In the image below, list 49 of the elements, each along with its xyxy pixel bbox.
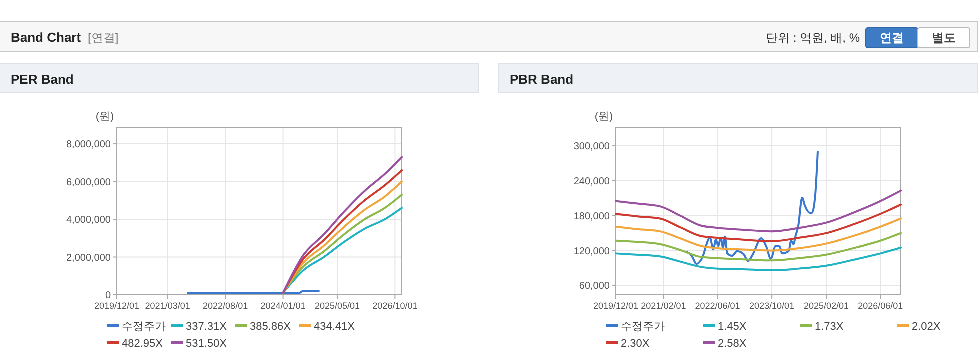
y-tick-label: 6,000,000	[66, 177, 112, 188]
y-tick-label: 300,000	[574, 142, 610, 153]
line-series	[615, 218, 902, 252]
y-axis-title: (원)	[96, 111, 114, 123]
y-tick-label: 120,000	[574, 246, 610, 258]
x-tick-label: 2023/10/01	[750, 301, 795, 311]
y-tick-label: 8,000,000	[66, 140, 112, 151]
text: Band Chart	[11, 30, 82, 45]
x-tick-label: 2019/12/01	[593, 301, 639, 311]
legend-label: 337.31X	[186, 321, 228, 333]
x-tick-label: 2022/06/01	[695, 301, 740, 311]
legend-label: 1.45X	[718, 321, 748, 333]
text: [연결]	[88, 31, 119, 45]
text: 별도	[932, 31, 956, 45]
line-series	[686, 150, 819, 266]
y-tick-label: 0	[105, 290, 112, 302]
x-tick-label: 2022/08/01	[203, 301, 248, 311]
legend-label: 수정주가	[122, 321, 166, 333]
x-tick-label: 2021/02/01	[641, 301, 686, 311]
x-tick-label: 2021/03/01	[145, 301, 190, 311]
x-tick-label: 2026/06/01	[858, 301, 904, 311]
y-axis-title: (원)	[594, 111, 614, 123]
x-tick-label: 2024/01/01	[260, 301, 306, 311]
legend-label: 482.95X	[122, 338, 164, 350]
line-series	[615, 204, 902, 242]
y-tick-label: 60,000	[579, 281, 610, 292]
x-tick-label: 2025/02/01	[804, 301, 850, 311]
y-tick-label: 240,000	[574, 176, 610, 188]
x-tick-label: 2019/12/01	[94, 301, 140, 311]
legend-label: 385.86X	[250, 321, 292, 333]
legend-label: 1.73X	[815, 321, 844, 333]
legend-label: 수정주가	[621, 321, 665, 333]
y-tick-label: 4,000,000	[66, 215, 112, 226]
x-tick-label: 2025/05/01	[314, 301, 360, 311]
line-series	[615, 246, 902, 272]
legend-label: 2.30X	[621, 338, 650, 350]
legend-label: 2.58X	[718, 338, 748, 350]
line-series	[615, 232, 902, 262]
x-tick-label: 2026/10/01	[372, 301, 418, 311]
legend-label: 2.02X	[912, 321, 942, 333]
legend-label: 434.41X	[314, 321, 356, 333]
legend-label: 531.50X	[186, 338, 228, 350]
text: 단위 : 억원, 배, %	[766, 31, 860, 45]
chart-title: PBR Band	[510, 72, 574, 87]
chart-title: PER Band	[11, 72, 74, 87]
y-tick-label: 180,000	[574, 211, 610, 222]
line-series	[615, 190, 902, 233]
text: 연결	[880, 31, 904, 45]
y-tick-label: 2,000,000	[66, 252, 112, 264]
